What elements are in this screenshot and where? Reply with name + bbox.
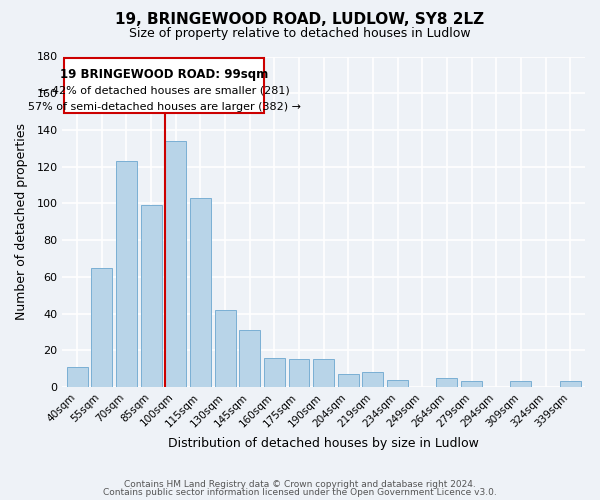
Bar — [64, 58, 265, 114]
Text: Contains HM Land Registry data © Crown copyright and database right 2024.: Contains HM Land Registry data © Crown c… — [124, 480, 476, 489]
Bar — [560, 382, 581, 387]
Text: Contains public sector information licensed under the Open Government Licence v3: Contains public sector information licen… — [103, 488, 497, 497]
Bar — [362, 372, 383, 387]
Bar — [165, 141, 186, 387]
X-axis label: Distribution of detached houses by size in Ludlow: Distribution of detached houses by size … — [168, 437, 479, 450]
Bar — [436, 378, 457, 387]
Y-axis label: Number of detached properties: Number of detached properties — [15, 123, 28, 320]
Bar — [190, 198, 211, 387]
Bar — [387, 380, 408, 387]
Bar — [461, 382, 482, 387]
Text: 19 BRINGEWOOD ROAD: 99sqm: 19 BRINGEWOOD ROAD: 99sqm — [60, 68, 268, 80]
Bar — [140, 205, 161, 387]
Bar — [313, 360, 334, 387]
Bar — [511, 382, 532, 387]
Bar — [338, 374, 359, 387]
Bar — [239, 330, 260, 387]
Text: ← 42% of detached houses are smaller (281): ← 42% of detached houses are smaller (28… — [38, 86, 289, 96]
Bar — [91, 268, 112, 387]
Bar — [264, 358, 285, 387]
Text: 19, BRINGEWOOD ROAD, LUDLOW, SY8 2LZ: 19, BRINGEWOOD ROAD, LUDLOW, SY8 2LZ — [115, 12, 485, 28]
Bar — [215, 310, 236, 387]
Bar — [67, 367, 88, 387]
Bar — [116, 161, 137, 387]
Bar — [289, 360, 310, 387]
Text: Size of property relative to detached houses in Ludlow: Size of property relative to detached ho… — [129, 28, 471, 40]
Text: 57% of semi-detached houses are larger (382) →: 57% of semi-detached houses are larger (… — [28, 102, 301, 113]
